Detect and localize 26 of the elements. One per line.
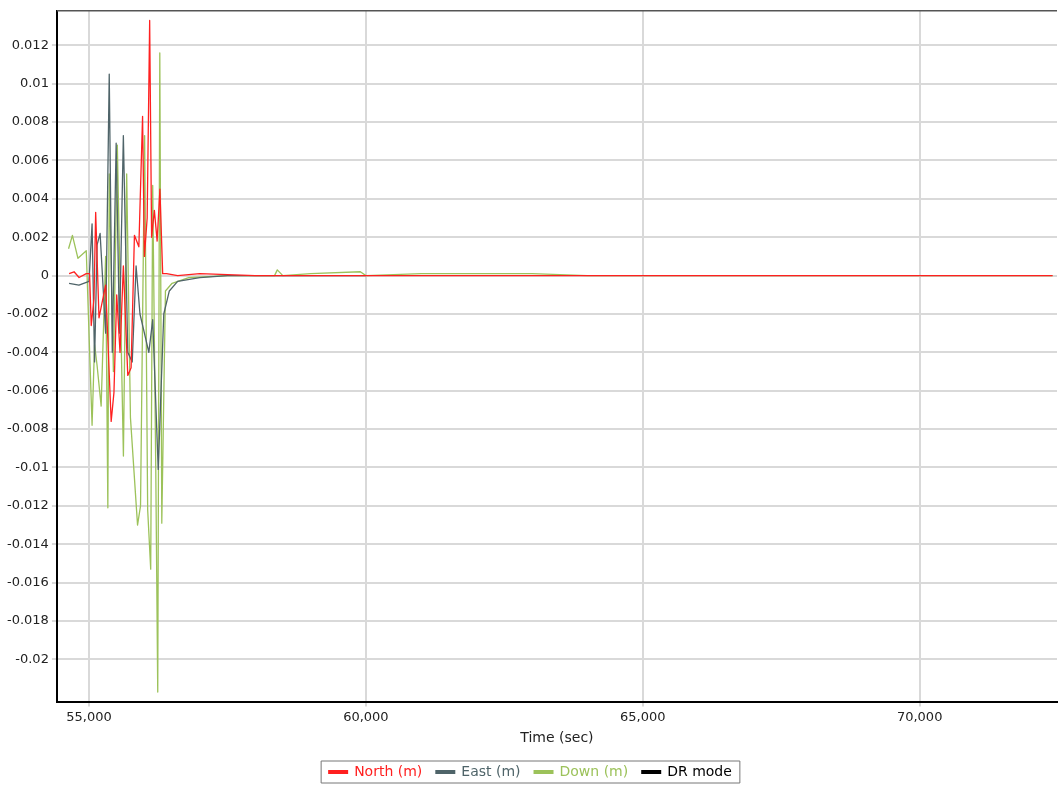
y-tick-label: -0.002 (6, 305, 49, 321)
y-tick-label: -0.014 (6, 535, 49, 551)
y-tick-label: -0.02 (15, 650, 49, 666)
y-tick-label: 0.002 (11, 228, 49, 244)
y-tick-label: -0.006 (6, 382, 49, 398)
y-tick-label: -0.012 (6, 497, 49, 513)
y-tick-label: 0.006 (11, 151, 49, 167)
legend-label: North (m) (354, 762, 423, 779)
legend-label: Down (m) (559, 762, 629, 779)
x-tick-label: 55,000 (66, 708, 112, 724)
y-tick-label: -0.01 (15, 458, 49, 474)
y-tick-label: 0.008 (11, 113, 49, 129)
legend-label: DR mode (667, 762, 732, 779)
y-tick-label: -0.016 (6, 574, 49, 589)
y-tick-label: -0.008 (6, 420, 49, 436)
y-tick-label: 0.012 (11, 36, 49, 52)
y-tick-label: -0.004 (6, 343, 49, 359)
x-tick-label: 65,000 (620, 708, 666, 724)
y-tick-label: 0.01 (19, 75, 49, 91)
x-axis-title: Time (sec) (519, 729, 594, 746)
x-tick-label: 70,000 (896, 708, 943, 724)
y-tick-label: 0.004 (11, 190, 49, 206)
y-tick-label: -0.018 (6, 612, 49, 628)
y-tick-label: 0 (40, 266, 49, 282)
x-tick-label: 60,000 (343, 708, 389, 724)
legend-label: East (m) (461, 762, 521, 779)
